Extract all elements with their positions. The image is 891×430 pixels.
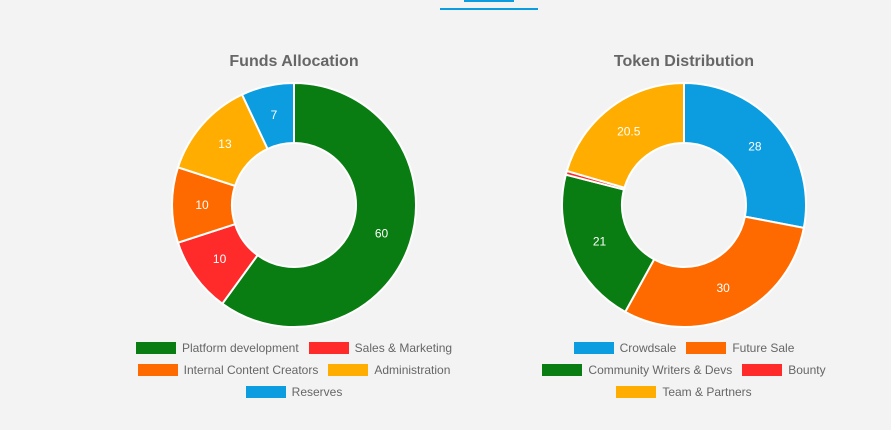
data-label: 13 (218, 137, 232, 151)
legend-label: Administration (374, 363, 451, 377)
funds-allocation-chart: Funds Allocation 60 10 10 13 7 Platform deve… (99, 0, 489, 430)
legend-label: Reserves (291, 385, 343, 399)
donut-svg: 60 10 10 13 7 (171, 81, 417, 328)
slice-team-partners[interactable] (565, 81, 685, 189)
chart-title: Funds Allocation (229, 53, 359, 70)
legend-swatch (616, 386, 657, 398)
legend-row: Community Writers & Devs Bounty (489, 359, 879, 381)
data-label: 30 (716, 281, 730, 295)
slice-platform-development[interactable] (220, 81, 417, 328)
slice-community-writers-devs[interactable] (561, 173, 656, 314)
legend-item[interactable]: Community Writers & Devs (542, 359, 732, 381)
legend-row: Team & Partners (489, 381, 879, 403)
legend-swatch (135, 342, 176, 354)
data-label: 28 (748, 139, 762, 153)
legend-row: Crowdsale Future Sale (489, 337, 879, 359)
legend: Platform development Sales & Marketing Int… (99, 337, 489, 403)
slice-future-sale[interactable] (623, 215, 806, 328)
legend-swatch (137, 364, 178, 376)
active-tab-indicator (464, 0, 514, 2)
legend-row: Reserves (99, 381, 489, 403)
legend-swatch (328, 364, 369, 376)
legend-swatch (686, 342, 727, 354)
legend-swatch (542, 364, 583, 376)
legend-swatch (245, 386, 286, 398)
legend-item[interactable]: Bounty (742, 359, 826, 381)
tab-underline (440, 8, 538, 10)
legend-item[interactable]: Administration (328, 359, 450, 381)
legend-label: Bounty (788, 363, 826, 377)
legend-label: Community Writers & Devs (588, 363, 733, 377)
data-label: 10 (195, 198, 209, 212)
legend-label: Platform development (181, 341, 299, 355)
slice-crowdsale[interactable] (683, 81, 807, 230)
legend-item[interactable]: Crowdsale (573, 337, 677, 359)
legend-item[interactable]: Reserves (245, 381, 343, 403)
legend-label: Internal Content Creators (183, 363, 319, 377)
legend-row: Platform development Sales & Marketing (99, 337, 489, 359)
legend-label: Future Sale (732, 341, 795, 355)
slice-reserves[interactable] (240, 81, 295, 151)
legend-swatch (573, 342, 614, 354)
legend-row: Internal Content Creators Administration (99, 359, 489, 381)
chart-title: Token Distribution (613, 53, 755, 70)
donut-svg: 28 30 21 20.5 (561, 81, 807, 328)
token-distribution-chart: Token Distribution 28 30 21 20.5 Crowdsale F… (489, 0, 879, 430)
data-label: 10 (213, 252, 227, 266)
legend-item[interactable]: Sales & Marketing (308, 337, 453, 359)
data-label: 21 (593, 235, 607, 249)
legend-label: Crowdsale (619, 341, 677, 355)
legend-item[interactable]: Platform development (135, 337, 299, 359)
data-label: 20.5 (617, 124, 641, 138)
legend-item[interactable]: Future Sale (686, 337, 794, 359)
legend-item[interactable]: Internal Content Creators (137, 359, 319, 381)
data-label: 60 (375, 226, 389, 240)
legend-swatch (742, 364, 783, 376)
legend-label: Sales & Marketing (354, 341, 453, 355)
legend: Crowdsale Future Sale Community Writers & … (489, 337, 879, 403)
data-label: 7 (271, 108, 278, 122)
legend-item[interactable]: Team & Partners (616, 381, 752, 403)
legend-label: Team & Partners (662, 385, 752, 399)
legend-swatch (308, 342, 349, 354)
